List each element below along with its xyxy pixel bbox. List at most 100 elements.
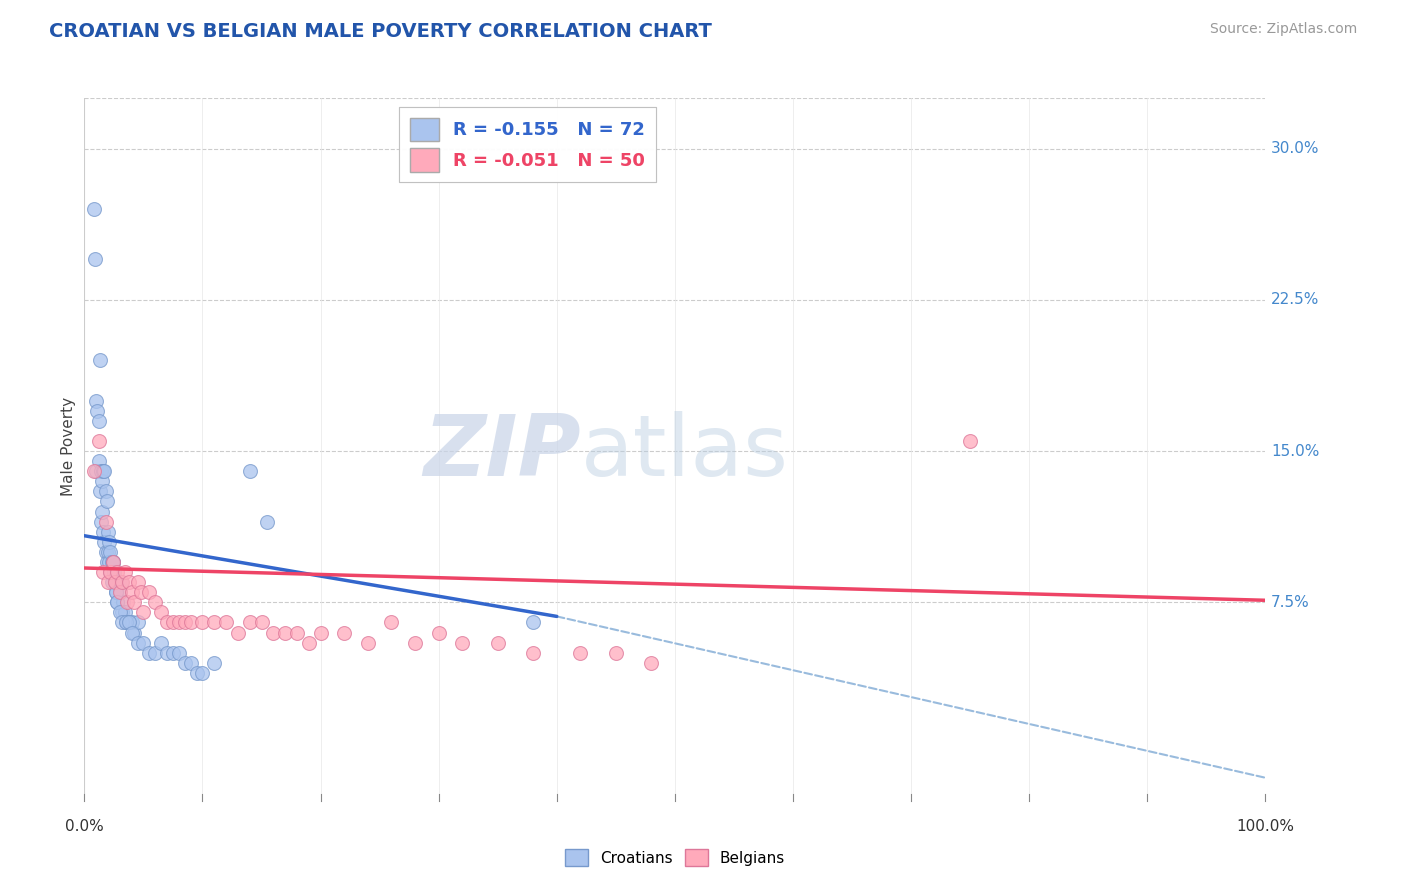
Text: CROATIAN VS BELGIAN MALE POVERTY CORRELATION CHART: CROATIAN VS BELGIAN MALE POVERTY CORRELA…	[49, 22, 711, 41]
Point	[111, 615, 134, 630]
Point	[97, 545, 120, 559]
Text: Source: ZipAtlas.com: Source: ZipAtlas.com	[1209, 22, 1357, 37]
Point	[605, 646, 627, 660]
Point	[167, 615, 190, 630]
Point	[427, 625, 450, 640]
Point	[91, 504, 114, 518]
Point	[309, 625, 332, 640]
Legend: R = -0.155   N = 72, R = -0.051   N = 50: R = -0.155 N = 72, R = -0.051 N = 50	[399, 107, 655, 183]
Point	[298, 635, 321, 649]
Text: 0.0%: 0.0%	[65, 819, 104, 834]
Point	[93, 464, 115, 478]
Point	[162, 615, 184, 630]
Point	[98, 534, 121, 549]
Point	[180, 615, 202, 630]
Point	[215, 615, 238, 630]
Point	[90, 464, 112, 478]
Point	[105, 585, 128, 599]
Point	[84, 252, 107, 267]
Point	[97, 575, 120, 590]
Point	[89, 353, 111, 368]
Point	[89, 484, 111, 499]
Point	[226, 625, 249, 640]
Point	[93, 534, 115, 549]
Point	[104, 575, 127, 590]
Point	[121, 585, 143, 599]
Point	[90, 515, 112, 529]
Point	[202, 615, 225, 630]
Point	[173, 615, 195, 630]
Point	[101, 555, 124, 569]
Point	[451, 635, 474, 649]
Point	[357, 635, 380, 649]
Point	[108, 606, 131, 620]
Point	[110, 575, 132, 590]
Point	[108, 585, 131, 599]
Point	[114, 606, 136, 620]
Point	[150, 606, 173, 620]
Point	[100, 575, 122, 590]
Point	[103, 565, 125, 579]
Point	[107, 595, 129, 609]
Point	[129, 585, 152, 599]
Point	[333, 625, 356, 640]
Point	[180, 656, 202, 670]
Point	[138, 585, 160, 599]
Point	[104, 575, 127, 590]
Point	[87, 414, 110, 428]
Point	[121, 625, 143, 640]
Point	[127, 615, 149, 630]
Point	[115, 595, 138, 609]
Point	[118, 615, 141, 630]
Point	[108, 585, 131, 599]
Point	[101, 555, 124, 569]
Point	[486, 635, 509, 649]
Point	[87, 454, 110, 468]
Point	[256, 515, 278, 529]
Text: 30.0%: 30.0%	[1271, 141, 1319, 156]
Point	[83, 202, 105, 216]
Point	[111, 575, 134, 590]
Point	[91, 464, 114, 478]
Point	[91, 524, 114, 539]
Point	[91, 565, 114, 579]
Point	[274, 625, 297, 640]
Text: 22.5%: 22.5%	[1271, 293, 1319, 307]
Point	[100, 555, 122, 569]
Point	[122, 625, 145, 640]
Text: ZIP: ZIP	[423, 411, 581, 494]
Point	[107, 595, 129, 609]
Point	[97, 524, 120, 539]
Point	[143, 646, 166, 660]
Point	[122, 595, 145, 609]
Point	[114, 615, 136, 630]
Point	[167, 646, 190, 660]
Point	[94, 545, 117, 559]
Point	[96, 494, 118, 508]
Point	[121, 615, 143, 630]
Point	[285, 625, 308, 640]
Point	[105, 585, 128, 599]
Point	[132, 606, 155, 620]
Point	[522, 646, 544, 660]
Y-axis label: Male Poverty: Male Poverty	[60, 396, 76, 496]
Point	[98, 565, 121, 579]
Point	[162, 646, 184, 660]
Point	[103, 565, 125, 579]
Point	[115, 615, 138, 630]
Point	[104, 575, 127, 590]
Point	[118, 615, 141, 630]
Point	[156, 615, 179, 630]
Point	[101, 555, 124, 569]
Point	[91, 475, 114, 489]
Point	[107, 565, 129, 579]
Point	[111, 606, 134, 620]
Point	[239, 464, 262, 478]
Point	[569, 646, 592, 660]
Point	[191, 665, 214, 680]
Point	[150, 635, 173, 649]
Point	[522, 615, 544, 630]
Point	[94, 515, 117, 529]
Point	[262, 625, 284, 640]
Text: 7.5%: 7.5%	[1271, 595, 1310, 610]
